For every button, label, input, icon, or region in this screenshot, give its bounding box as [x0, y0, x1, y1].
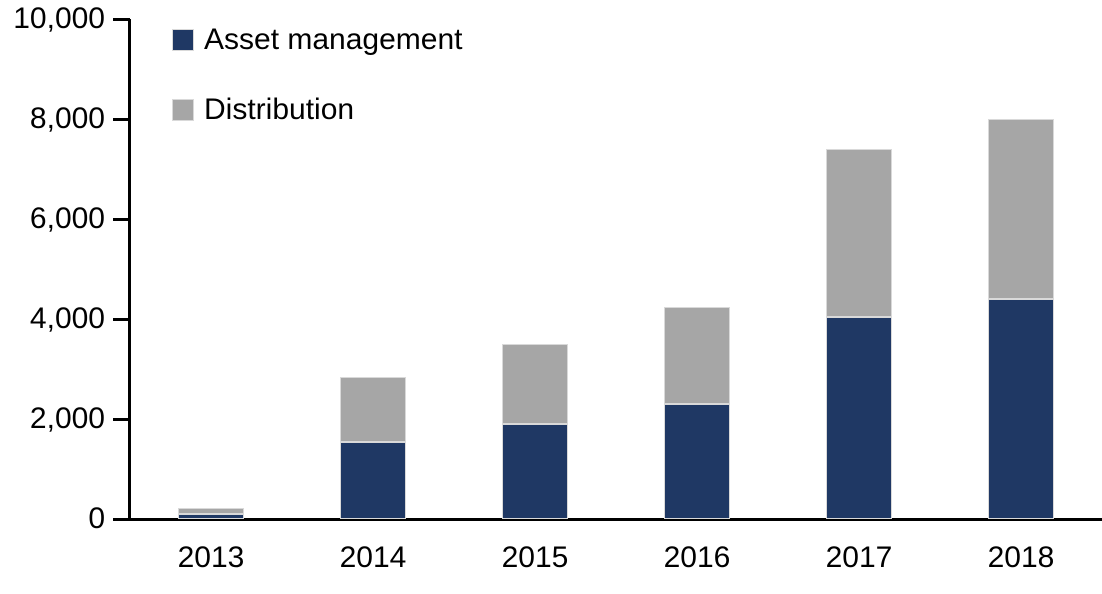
bar-segment-distribution-2017	[826, 149, 892, 317]
y-axis-tick-label: 2,000	[29, 402, 105, 435]
bar-segment-asset-management-2015	[502, 424, 568, 519]
x-axis-line	[128, 518, 1102, 521]
y-axis-tick-label: 6,000	[29, 202, 105, 235]
y-axis-tick	[113, 217, 130, 221]
y-axis-line	[128, 19, 131, 521]
asset-management-legend-swatch	[172, 29, 194, 51]
legend-label-distribution: Distribution	[204, 93, 355, 126]
y-axis-tick-label: 0	[88, 502, 105, 535]
x-axis-label-2016: 2016	[663, 541, 731, 574]
bar-segment-asset-management-2017	[826, 316, 892, 519]
y-axis-tick-label: 8,000	[29, 102, 105, 135]
bar-segment-asset-management-2016	[664, 404, 730, 519]
x-axis-label-2017: 2017	[825, 541, 893, 574]
bar-segment-asset-management-2014	[340, 441, 406, 519]
bar-segment-asset-management-2013	[178, 513, 244, 519]
legend-label-asset-management: Asset management	[204, 23, 463, 56]
y-axis-tick-label: 10,000	[13, 2, 105, 35]
legend-item-distribution: Distribution	[172, 93, 462, 126]
x-axis-label-2018: 2018	[987, 541, 1055, 574]
bar-segment-distribution-2018	[988, 119, 1054, 299]
y-axis-tick	[113, 517, 130, 521]
bar-segment-asset-management-2018	[988, 299, 1054, 519]
y-axis-tick	[113, 17, 130, 21]
legend-item-asset-management: Asset management	[172, 23, 463, 56]
x-axis-label-2014: 2014	[339, 541, 407, 574]
chart-legend: Asset management Distribution	[172, 23, 463, 167]
y-axis-tick	[113, 317, 130, 321]
bar-segment-distribution-2014	[340, 376, 406, 442]
bar-segment-distribution-2015	[502, 344, 568, 424]
distribution-legend-swatch	[172, 99, 194, 121]
bar-segment-distribution-2013	[178, 507, 244, 514]
y-axis-tick	[113, 417, 130, 421]
bar-segment-distribution-2016	[664, 306, 730, 404]
y-axis-tick-label: 4,000	[29, 302, 105, 335]
y-axis-tick	[113, 117, 130, 121]
x-axis-label-2015: 2015	[501, 541, 569, 574]
x-axis-label-2013: 2013	[177, 541, 245, 574]
